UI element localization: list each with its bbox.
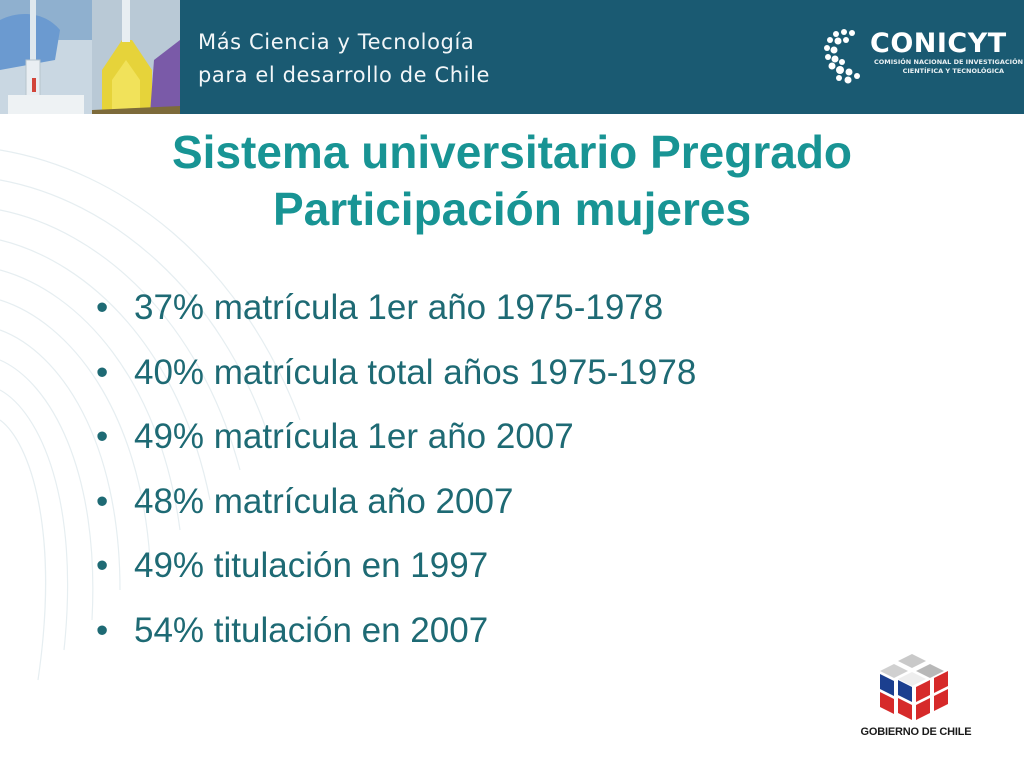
bullet-item: • 49% matrícula 1er año 2007 (96, 405, 696, 470)
conicyt-logo: CONICYT COMISIÓN NACIONAL DE INVESTIGACI… (822, 28, 1024, 88)
gobierno-cube-icon (880, 654, 948, 720)
bullet-item: • 37% matrícula 1er año 1975-1978 (96, 276, 696, 341)
bullet-text: 54% titulación en 2007 (134, 610, 489, 650)
gobierno-de-chile-logo: GOBIERNO DE CHILE (856, 650, 976, 750)
header-banner: Más Ciencia y Tecnología para el desarro… (0, 0, 1024, 114)
lab-photo-hands (0, 0, 92, 114)
bullet-dot: • (96, 417, 109, 456)
bullet-text: 48% matrícula año 2007 (134, 481, 514, 521)
conicyt-name: CONICYT (870, 28, 1007, 59)
lab-photo-flasks (92, 0, 180, 114)
bullet-dot: • (96, 546, 109, 585)
bullet-text: 37% matrícula 1er año 1975-1978 (134, 288, 664, 327)
bullet-text: 49% titulación en 1997 (134, 546, 489, 585)
bullet-item: • 40% matrícula total años 1975-1978 (96, 341, 696, 406)
bullet-dot: • (96, 288, 109, 327)
bullet-item: • 54% titulación en 2007 (96, 599, 696, 664)
tagline-line-1: Más Ciencia y Tecnología (198, 30, 475, 54)
tagline-line-2: para el desarrollo de Chile (198, 63, 491, 87)
bullet-dot: • (96, 481, 109, 521)
bullet-list: • 37% matrícula 1er año 1975-1978 • 40% ma… (96, 276, 696, 663)
tagline: Más Ciencia y Tecnología para el desarro… (198, 26, 490, 92)
bullet-item: • 48% matrícula año 2007 (96, 470, 696, 535)
conicyt-dots-icon (824, 29, 860, 84)
gobierno-de-chile-text: GOBIERNO DE CHILE (860, 726, 972, 738)
conicyt-subtitle-line-2: CIENTÍFICA Y TECNOLÓGICA (902, 67, 1004, 75)
slide-title: Sistema universitario Pregrado Participa… (0, 124, 1024, 238)
slide-title-line-2: Participación mujeres (272, 183, 752, 235)
slide-title-line-1: Sistema universitario Pregrado (171, 126, 853, 178)
conicyt-subtitle: COMISIÓN NACIONAL DE INVESTIGACIÓN CIENT… (874, 58, 1024, 76)
bullet-dot: • (96, 352, 109, 392)
bullet-item: • 49% titulación en 1997 (96, 534, 696, 599)
bullet-text: 49% matrícula 1er año 2007 (134, 417, 574, 456)
bullet-dot: • (96, 610, 109, 650)
bullet-text: 40% matrícula total años 1975-1978 (134, 352, 697, 392)
conicyt-subtitle-line-1: COMISIÓN NACIONAL DE INVESTIGACIÓN (874, 58, 1024, 66)
